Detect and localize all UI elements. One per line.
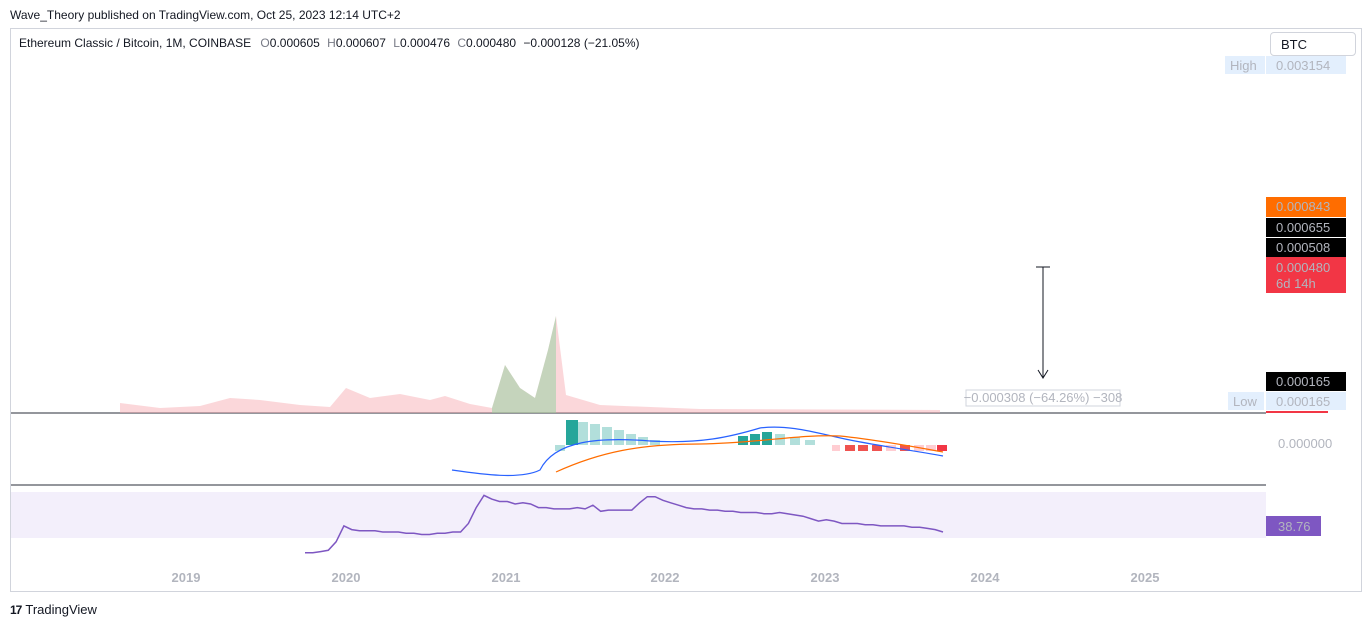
high-value: 0.000607 xyxy=(335,36,386,50)
high-tag xyxy=(1266,56,1346,74)
high-label: H xyxy=(327,36,336,50)
rsi-value: 38.76 xyxy=(1278,519,1311,534)
macd-histogram-bar xyxy=(845,445,855,451)
low-volume-tag xyxy=(1266,411,1328,413)
currency-button[interactable]: BTC xyxy=(1270,32,1356,56)
rsi-band xyxy=(11,492,1266,538)
symbol-legend: Ethereum Classic / Bitcoin, 1M, COINBASE… xyxy=(19,36,640,50)
rsi-value-tag xyxy=(1266,516,1321,536)
fib-tag-value: 0.000843 xyxy=(1276,199,1330,214)
macd-histogram-bar xyxy=(602,427,612,445)
open-label: O xyxy=(260,36,270,50)
high-marker-box xyxy=(1225,56,1265,74)
bar-countdown: 6d 14h xyxy=(1276,276,1316,291)
macd-histogram-bar xyxy=(858,445,868,451)
macd-histogram-bar xyxy=(590,424,600,445)
tradingview-logo-icon: 17 xyxy=(10,603,22,617)
publisher-text: Wave_Theory published on TradingView.com… xyxy=(10,8,401,22)
resistance-tag-value: 0.000655 xyxy=(1276,220,1330,235)
high-marker-label: High xyxy=(1230,58,1257,73)
fib-tag xyxy=(1266,197,1346,217)
macd-histogram-bar xyxy=(900,445,910,451)
macd-histogram-bar xyxy=(790,437,800,445)
chart-frame xyxy=(10,28,1362,592)
low-value: 0.000476 xyxy=(399,36,450,50)
symbol-name[interactable]: Ethereum Classic / Bitcoin, 1M, COINBASE xyxy=(19,36,252,50)
macd-line xyxy=(451,426,944,477)
macd-histogram-bar xyxy=(775,434,785,445)
macd-signal-line xyxy=(555,435,944,473)
rsi-line xyxy=(305,494,944,554)
target-tag xyxy=(1266,372,1346,391)
macd-histogram-bar xyxy=(926,445,936,451)
target-tag-value: 0.000165 xyxy=(1276,374,1330,389)
volume-area-bull xyxy=(492,316,556,413)
last-price-tag xyxy=(1266,257,1346,293)
high-tag-value: 0.003154 xyxy=(1276,58,1330,73)
low-tag xyxy=(1266,392,1346,410)
year-tick-label: 2022 xyxy=(651,570,680,585)
change-value: −0.000128 (−21.05%) xyxy=(523,36,640,50)
macd-histogram-bar xyxy=(832,445,840,451)
year-tick-label: 2021 xyxy=(492,570,521,585)
measure-label: −0.000308 (−64.26%) −308 xyxy=(964,390,1123,405)
macd-histogram-bar xyxy=(872,445,882,451)
macd-histogram-bar xyxy=(566,420,578,445)
low-tag-value: 0.000165 xyxy=(1276,394,1330,409)
macd-histogram-bar xyxy=(614,430,624,445)
resistance-tag xyxy=(1266,218,1346,237)
macd-histogram-bar xyxy=(886,445,896,451)
macd-histogram-bar xyxy=(555,445,565,451)
year-tick-label: 2025 xyxy=(1131,570,1160,585)
open-value: 0.000605 xyxy=(269,36,320,50)
measure-label-box xyxy=(965,389,1121,407)
macd-histogram-bar xyxy=(578,422,588,445)
macd-histogram-bar xyxy=(762,432,772,445)
macd-histogram-bar xyxy=(650,440,660,445)
tradingview-footer: 17 TradingView xyxy=(10,602,97,617)
macd-histogram-bar xyxy=(750,434,760,445)
macd-histogram-bar xyxy=(738,436,748,445)
year-tick-label: 2024 xyxy=(971,570,1001,585)
support-tag-value: 0.000508 xyxy=(1276,240,1330,255)
low-marker-box xyxy=(1228,392,1264,410)
year-tick-label: 2019 xyxy=(172,570,201,585)
macd-axis-tick: 0.000000 xyxy=(1278,436,1332,451)
tradingview-brand: TradingView xyxy=(25,602,97,617)
close-value: 0.000480 xyxy=(466,36,517,50)
support-tag xyxy=(1266,238,1346,257)
macd-histogram-bar xyxy=(805,440,815,445)
year-tick-label: 2020 xyxy=(332,570,361,585)
macd-histogram-bar xyxy=(937,445,947,451)
close-label: C xyxy=(457,36,467,50)
last-price-value: 0.000480 xyxy=(1276,260,1330,275)
low-marker-label: Low xyxy=(1233,394,1257,409)
measure-arrowhead-icon xyxy=(1037,369,1049,379)
low-label: L xyxy=(393,36,400,50)
year-tick-label: 2023 xyxy=(811,570,840,585)
